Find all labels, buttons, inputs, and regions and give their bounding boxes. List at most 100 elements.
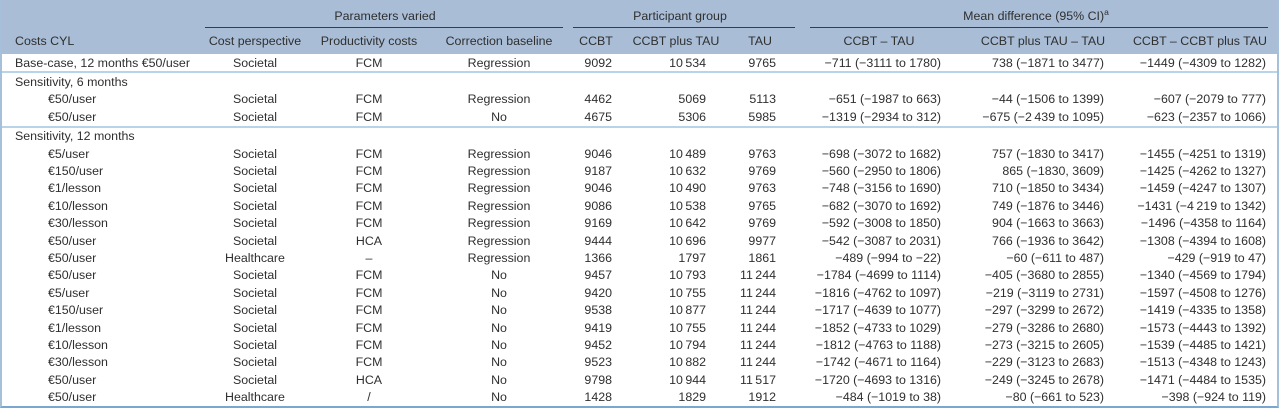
costs-label-cell: €5/user [48,146,90,161]
productivity-costs-cell: HCA [355,372,383,387]
cost-perspective-cell: Societal [232,372,278,387]
ccbt-minus-tau-ci-cell: −748 (−3156 to 1690) [821,181,941,196]
ccbt-plus-tau-value-cell: 10 534 [669,55,706,70]
ccbt-plus-tau-minus-tau-ci-cell: −297 (−3299 to 2672) [984,303,1104,318]
tau-value-cell: 9769 [748,164,776,179]
costs-label-cell: €10/lesson [48,198,108,213]
ccbt-minus-ccbt-plus-tau-ci-cell: −1496 (−4358 to 1164) [1140,216,1266,231]
ccbt-minus-tau-ci-cell: −592 (−3008 to 1850) [821,216,941,231]
tau-value-cell: 5113 [749,92,776,107]
productivity-costs-cell: FCM [355,164,383,179]
table-row: €50/user Societal FCM Regression 4462 5069 511… [2,91,1277,108]
ccbt-minus-tau-ci-cell: −1717 (−4639 to 1077) [814,303,941,318]
ccbt-plus-tau-value-cell: 5306 [678,109,706,124]
tau-value-cell: 9977 [748,233,776,248]
cost-perspective-cell: Societal [232,55,278,70]
ccbt-plus-tau-minus-tau-ci-cell: −60 (−611 to 487) [1006,250,1104,265]
ccbt-plus-tau-value-cell: 10 755 [669,320,706,335]
cost-perspective-cell: Societal [232,164,278,179]
productivity-costs-cell: FCM [355,320,383,335]
group-label: Mean difference (95% CI) [963,9,1105,23]
ccbt-value-cell: 1366 [584,250,612,265]
ccbt-minus-ccbt-plus-tau-ci-cell: −1340 (−4569 to 1794) [1139,268,1266,283]
correction-baseline-cell: No [491,337,507,352]
cost-perspective-cell: Societal [232,285,278,300]
cost-perspective-cell: Healthcare [225,250,285,265]
ccbt-plus-tau-value-cell: 10 882 [669,355,706,370]
column-header-costs-cyl: Costs CYL [15,34,75,48]
ccbt-plus-tau-minus-tau-ci-cell: 738 (−1871 to 3477) [992,55,1104,70]
ccbt-plus-tau-minus-tau-ci-cell: 766 (−1936 to 3642) [992,233,1104,248]
ccbt-value-cell: 9092 [584,55,612,70]
ccbt-minus-ccbt-plus-tau-ci-cell: −1459 (−4247 to 1307) [1139,181,1266,196]
table-row: €1/lesson Societal FCM No 9419 10 755 11 244 −1… [2,319,1277,336]
column-header-tau: TAU [748,34,772,48]
ccbt-value-cell: 9046 [584,146,612,161]
ccbt-value-cell: 9046 [584,181,612,196]
cost-perspective-cell: Societal [232,355,278,370]
ccbt-minus-tau-ci-cell: −489 (−994 to −22) [835,250,941,265]
costs-label-cell: Base-case, 12 months €50/user [15,55,190,70]
ccbt-plus-tau-value-cell: 10 696 [669,233,706,248]
ccbt-value-cell: 9538 [584,303,612,318]
cost-perspective-cell: Societal [232,146,278,161]
cost-perspective-cell: Societal [232,109,278,124]
ccbt-plus-tau-value-cell: 5069 [678,92,706,107]
header-rule [810,27,1268,28]
group-participant-group: Participant group [565,0,795,28]
column-header-ccbt: CCBT [579,34,613,48]
correction-baseline-cell: Regression [467,181,531,196]
group-mean-difference: Mean difference (95% CI)a [795,0,1277,28]
column-header-correction-baseline: Correction baseline [445,34,553,48]
ccbt-minus-ccbt-plus-tau-ci-cell: −1539 (−4485 to 1421) [1139,337,1266,352]
group-label: Parameters varied [334,9,436,23]
tau-value-cell: 11 244 [739,303,776,318]
costs-label-cell: €50/user [48,109,97,124]
tau-value-cell: 9763 [748,146,776,161]
correction-baseline-cell: No [491,355,507,370]
ccbt-minus-ccbt-plus-tau-ci-cell: −1449 (−4309 to 1282) [1139,55,1266,70]
ccbt-plus-tau-minus-tau-ci-cell: 904 (−1663 to 3663) [992,216,1104,231]
header-rule [573,27,795,28]
correction-baseline-cell: Regression [467,92,531,107]
column-header-row: Costs CYL Cost perspective Productivity … [2,28,1277,54]
ccbt-plus-tau-minus-tau-ci-cell: −675 (−2 439 to 1095) [982,109,1104,124]
ccbt-value-cell: 9523 [584,355,612,370]
ccbt-minus-ccbt-plus-tau-ci-cell: −1308 (−4394 to 1608) [1139,233,1266,248]
productivity-costs-cell: FCM [355,146,383,161]
ccbt-plus-tau-minus-tau-ci-cell: 865 (−1830, 3609) [1002,164,1104,179]
costs-label-cell: €50/user [48,250,97,265]
ccbt-plus-tau-value-cell: 10 538 [669,198,706,213]
tau-value-cell: 11 244 [739,320,776,335]
table-row: €50/user Societal FCM No 4675 5306 5985 −1319 (… [2,108,1277,125]
ccbt-plus-tau-minus-tau-ci-cell: 757 (−1830 to 3417) [992,146,1104,161]
correction-baseline-cell: Regression [467,198,531,213]
tau-value-cell: 11 244 [739,285,776,300]
ccbt-minus-ccbt-plus-tau-ci-cell: −607 (−2079 to 777) [1153,92,1266,107]
ccbt-minus-ccbt-plus-tau-ci-cell: −1425 (−4262 to 1327) [1139,164,1266,179]
ccbt-value-cell: 9457 [584,268,612,283]
tau-value-cell: 11 244 [739,337,776,352]
correction-baseline-cell: Regression [467,233,531,248]
ccbt-value-cell: 4675 [584,109,612,124]
ccbt-value-cell: 9452 [584,337,612,352]
footnote-marker: a [1104,6,1109,17]
ccbt-minus-tau-ci-cell: −542 (−3087 to 2031) [821,233,941,248]
ccbt-minus-tau-ci-cell: −682 (−3070 to 1692) [821,198,941,213]
table-section: Sensitivity, 12 months €5/user Societal FCM… [2,125,1277,406]
ccbt-minus-ccbt-plus-tau-ci-cell: −1471 (−4484 to 1535) [1139,372,1266,387]
table-row: €50/user Societal FCM No 9457 10 793 11 244 −17… [2,267,1277,284]
ccbt-plus-tau-minus-tau-ci-cell: 749 (−1876 to 3446) [992,198,1104,213]
correction-baseline-cell: Regression [467,146,531,161]
correction-baseline-cell: No [491,372,507,387]
tau-value-cell: 11 244 [739,355,776,370]
ccbt-plus-tau-value-cell: 10 755 [669,285,706,300]
table-row: €5/user Societal FCM Regression 9046 10 489 97… [2,145,1277,162]
ccbt-minus-ccbt-plus-tau-ci-cell: −623 (−2357 to 1066) [1146,109,1266,124]
ccbt-plus-tau-minus-tau-ci-cell: −279 (−3286 to 2680) [984,320,1104,335]
table-section: Base-case, 12 months €50/user Societal FCM… [2,54,1277,71]
ccbt-plus-tau-value-cell: 10 793 [669,268,706,283]
ccbt-plus-tau-minus-tau-ci-cell: −219 (−3119 to 2731) [985,285,1104,300]
costs-label-cell: €150/user [48,303,104,318]
table-row: €5/user Societal FCM No 9420 10 755 11 244 −181… [2,284,1277,301]
